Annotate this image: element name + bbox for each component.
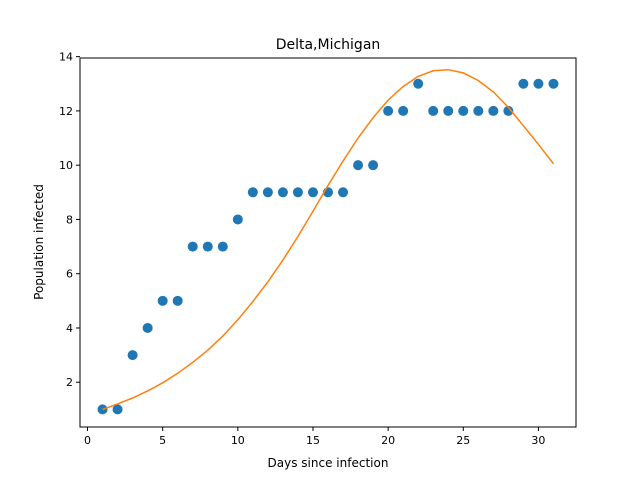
y-tick-label: 12: [59, 105, 73, 118]
plot-area: [80, 58, 576, 427]
data-point: [548, 78, 559, 89]
data-point: [383, 105, 394, 116]
data-point: [458, 105, 469, 116]
y-tick-label: 10: [59, 159, 73, 172]
data-point: [488, 105, 499, 116]
data-point: [247, 187, 258, 198]
x-tick-label: 5: [159, 434, 166, 447]
x-axis: 0 5 10 15 20 25 30: [84, 427, 545, 447]
x-tick-label: 30: [531, 434, 545, 447]
x-axis-label: Days since infection: [268, 456, 389, 470]
y-tick-label: 4: [66, 322, 73, 335]
data-point: [338, 187, 349, 198]
y-tick-label: 14: [59, 51, 73, 64]
data-point: [292, 187, 303, 198]
fit-curve: [102, 68, 555, 411]
y-axis: 2 4 6 8 10 12 14: [59, 51, 80, 389]
plot-frame: [79, 57, 577, 428]
data-point: [473, 105, 484, 116]
data-point: [353, 160, 364, 171]
data-point: [112, 404, 123, 415]
chart-title: Delta,Michigan: [276, 37, 381, 53]
data-point: [232, 214, 243, 225]
series-layer: [97, 68, 559, 415]
y-tick-label: 8: [66, 213, 73, 226]
data-point: [187, 241, 198, 252]
data-point: [518, 78, 529, 89]
data-point: [157, 295, 168, 306]
data-point: [307, 187, 318, 198]
data-point: [127, 350, 138, 361]
x-tick-label: 0: [84, 434, 91, 447]
data-point: [262, 187, 273, 198]
data-point: [503, 105, 514, 116]
data-point: [428, 105, 439, 116]
data-point: [413, 78, 424, 89]
y-tick-label: 2: [66, 376, 73, 389]
data-point: [277, 187, 288, 198]
data-point: [202, 241, 213, 252]
x-tick-label: 20: [381, 434, 395, 447]
data-point: [217, 241, 228, 252]
x-tick-label: 10: [231, 434, 245, 447]
x-tick-label: 15: [306, 434, 320, 447]
data-point: [533, 78, 544, 89]
data-point: [398, 105, 409, 116]
data-point: [368, 160, 379, 171]
y-axis-label: Population infected: [32, 184, 46, 300]
data-point: [443, 105, 454, 116]
y-tick-label: 6: [66, 268, 73, 281]
x-tick-label: 25: [456, 434, 470, 447]
data-point: [172, 295, 183, 306]
data-point: [142, 322, 153, 333]
